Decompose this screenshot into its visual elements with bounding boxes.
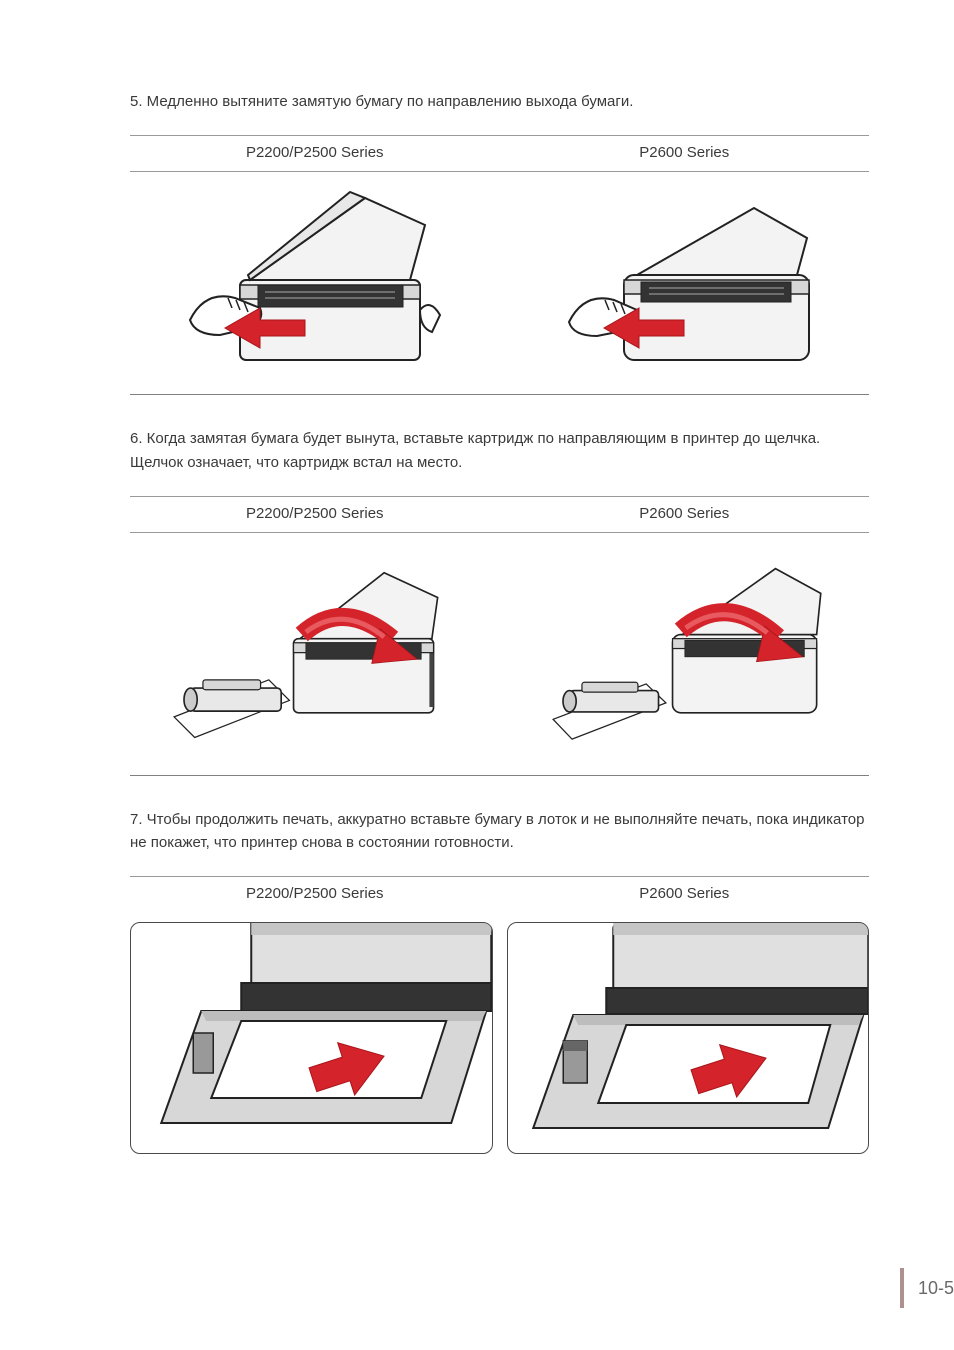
labels-row-7: P2200/P2500 Series P2600 Series bbox=[130, 877, 869, 912]
step-6-block: 6. Когда замятая бумага будет вынута, вс… bbox=[130, 427, 869, 776]
series-label-right: P2600 Series bbox=[500, 505, 870, 522]
images-row-6 bbox=[130, 533, 869, 775]
page-footer: 10-5 bbox=[900, 1268, 954, 1308]
labels-row-5: P2200/P2500 Series P2600 Series bbox=[130, 136, 869, 171]
illustration-5-left bbox=[130, 180, 490, 380]
rule bbox=[130, 775, 869, 776]
illustration-5-right bbox=[510, 180, 870, 380]
page-number: 10-5 bbox=[918, 1278, 954, 1299]
labels-row-6: P2200/P2500 Series P2600 Series bbox=[130, 497, 869, 532]
printer-load-paper-icon bbox=[131, 923, 492, 1153]
printer-insert-cartridge-icon bbox=[549, 541, 829, 761]
series-label-left: P2200/P2500 Series bbox=[130, 144, 500, 161]
illustration-6-right bbox=[510, 541, 870, 761]
page: 5. Медленно вытяните замятую бумагу по н… bbox=[0, 0, 954, 1350]
series-label-right: P2600 Series bbox=[500, 885, 870, 902]
printer-load-paper-icon bbox=[508, 923, 869, 1153]
illustration-7-left bbox=[130, 922, 493, 1154]
series-label-left: P2200/P2500 Series bbox=[130, 885, 500, 902]
footer-accent-bar bbox=[900, 1268, 904, 1308]
rule bbox=[130, 394, 869, 395]
illustration-7-right bbox=[507, 922, 870, 1154]
boxed-row-7 bbox=[130, 912, 869, 1154]
step-5-text: 5. Медленно вытяните замятую бумагу по н… bbox=[130, 90, 869, 113]
step-6-text: 6. Когда замятая бумага будет вынута, вс… bbox=[130, 427, 869, 474]
printer-pull-paper-icon bbox=[170, 180, 450, 380]
step-5-block: 5. Медленно вытяните замятую бумагу по н… bbox=[130, 90, 869, 395]
series-label-right: P2600 Series bbox=[500, 144, 870, 161]
printer-pull-paper-icon bbox=[549, 180, 829, 380]
printer-insert-cartridge-icon bbox=[170, 541, 450, 761]
step-7-block: 7. Чтобы продолжить печать, аккуратно вс… bbox=[130, 808, 869, 1155]
series-label-left: P2200/P2500 Series bbox=[130, 505, 500, 522]
illustration-6-left bbox=[130, 541, 490, 761]
images-row-5 bbox=[130, 172, 869, 394]
step-7-text: 7. Чтобы продолжить печать, аккуратно вс… bbox=[130, 808, 869, 855]
